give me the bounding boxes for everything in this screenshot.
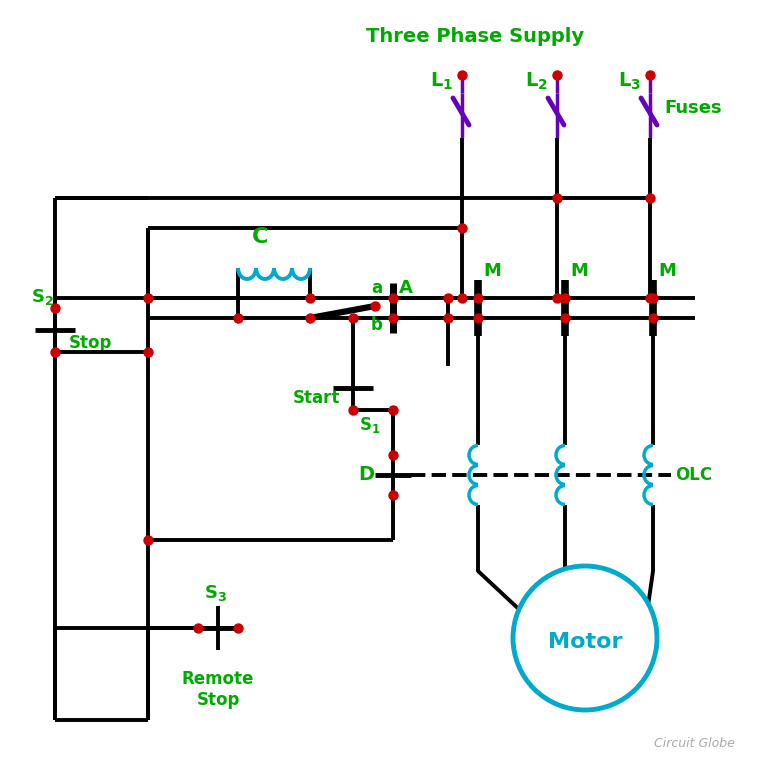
Text: Start: Start [293, 389, 340, 407]
Text: Three Phase Supply: Three Phase Supply [366, 27, 584, 46]
Text: b: b [371, 316, 383, 334]
Text: OLC: OLC [675, 466, 713, 484]
Text: $\mathbf{L_1}$: $\mathbf{L_1}$ [430, 71, 453, 92]
Text: M: M [658, 262, 676, 280]
Text: $\mathbf{S_2}$: $\mathbf{S_2}$ [31, 287, 54, 307]
Text: Remote
Stop: Remote Stop [182, 670, 254, 709]
Text: $\mathbf{L_3}$: $\mathbf{L_3}$ [618, 71, 641, 92]
Text: $\mathbf{S_3}$: $\mathbf{S_3}$ [204, 583, 227, 603]
Text: C: C [252, 227, 268, 247]
Text: A: A [399, 279, 413, 297]
Text: Circuit Globe: Circuit Globe [654, 737, 735, 750]
Text: Motor: Motor [548, 632, 622, 652]
Circle shape [513, 566, 657, 710]
Text: M: M [483, 262, 501, 280]
Text: $\mathbf{L_2}$: $\mathbf{L_2}$ [525, 71, 548, 92]
Text: a: a [371, 279, 382, 297]
Text: D: D [358, 465, 374, 484]
Text: Stop: Stop [69, 334, 113, 352]
Text: Fuses: Fuses [664, 99, 722, 117]
Text: $\mathbf{S_1}$: $\mathbf{S_1}$ [359, 415, 381, 435]
Text: M: M [570, 262, 588, 280]
